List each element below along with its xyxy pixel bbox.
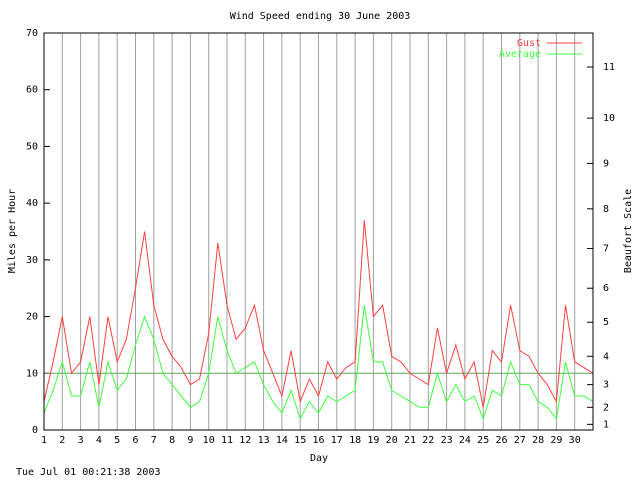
y-tick-label: 0 (32, 425, 38, 436)
x-tick-label: 4 (96, 435, 102, 446)
x-tick-label: 2 (59, 435, 65, 446)
y2-tick-label: 1 (603, 419, 609, 430)
chart-title: Wind Speed ending 30 June 2003 (230, 11, 411, 22)
y2-tick-label: 3 (603, 380, 609, 391)
x-tick-label: 8 (169, 435, 175, 446)
y2-tick-label: 9 (603, 158, 609, 169)
plot-frame (43, 32, 594, 431)
x-tick-label: 27 (514, 435, 526, 446)
y2-tick-label: 7 (603, 244, 609, 255)
legend-label: Average (499, 49, 541, 60)
x-tick-label: 6 (132, 435, 138, 446)
y-axis-label: Miles per Hour (7, 189, 18, 273)
x-tick-label: 9 (187, 435, 193, 446)
x-tick-label: 25 (477, 435, 489, 446)
x-axis-label: Day (310, 453, 328, 464)
y-tick-label: 30 (26, 255, 38, 266)
x-tick-label: 28 (532, 435, 544, 446)
y2-tick-label: 8 (603, 204, 609, 215)
x-tick-label: 16 (312, 435, 324, 446)
footer: Tue Jul 01 00:21:38 2003 (16, 467, 161, 478)
x-tick-label: 26 (495, 435, 507, 446)
series-line (43, 220, 594, 408)
y2-tick-label: 10 (603, 113, 615, 124)
y2-tick-label: 6 (603, 283, 609, 294)
y2-tick-label: 5 (603, 317, 609, 328)
x-tick-label: 29 (550, 435, 562, 446)
x-tick-label: 19 (367, 435, 379, 446)
y-tick-label: 60 (26, 85, 38, 96)
y2-tick-label: 4 (603, 351, 609, 362)
x-tick-label: 1 (41, 435, 47, 446)
x-tick-label: 21 (404, 435, 416, 446)
y2-tick-label: 2 (603, 402, 609, 413)
y2-axis-label: Beaufort Scale (623, 189, 634, 273)
y-tick-label: 70 (26, 28, 38, 39)
x-tick-label: 22 (422, 435, 434, 446)
x-tick-label: 13 (258, 435, 270, 446)
x-tick-label: 20 (386, 435, 398, 446)
x-tick-label: 10 (203, 435, 215, 446)
x-tick-label: 15 (294, 435, 306, 446)
x-tick-label: 14 (276, 435, 288, 446)
x-tick-label: 30 (569, 435, 581, 446)
x-tick-label: 17 (331, 435, 343, 446)
x-tick-label: 23 (441, 435, 453, 446)
x-tick-label: 24 (459, 435, 471, 446)
x-tick-label: 12 (239, 435, 251, 446)
x-tick-label: 11 (221, 435, 233, 446)
legend-label: Gust (517, 38, 541, 49)
x-tick-label: 18 (349, 435, 361, 446)
x-tick-label: 7 (151, 435, 157, 446)
y-tick-label: 20 (26, 312, 38, 323)
x-tick-label: 5 (114, 435, 120, 446)
y-tick-label: 50 (26, 141, 38, 152)
x-tick-label: 3 (78, 435, 84, 446)
y-tick-label: 40 (26, 198, 38, 209)
y-tick-label: 10 (26, 368, 38, 379)
series-line (43, 305, 594, 421)
y2-tick-label: 11 (603, 62, 615, 73)
